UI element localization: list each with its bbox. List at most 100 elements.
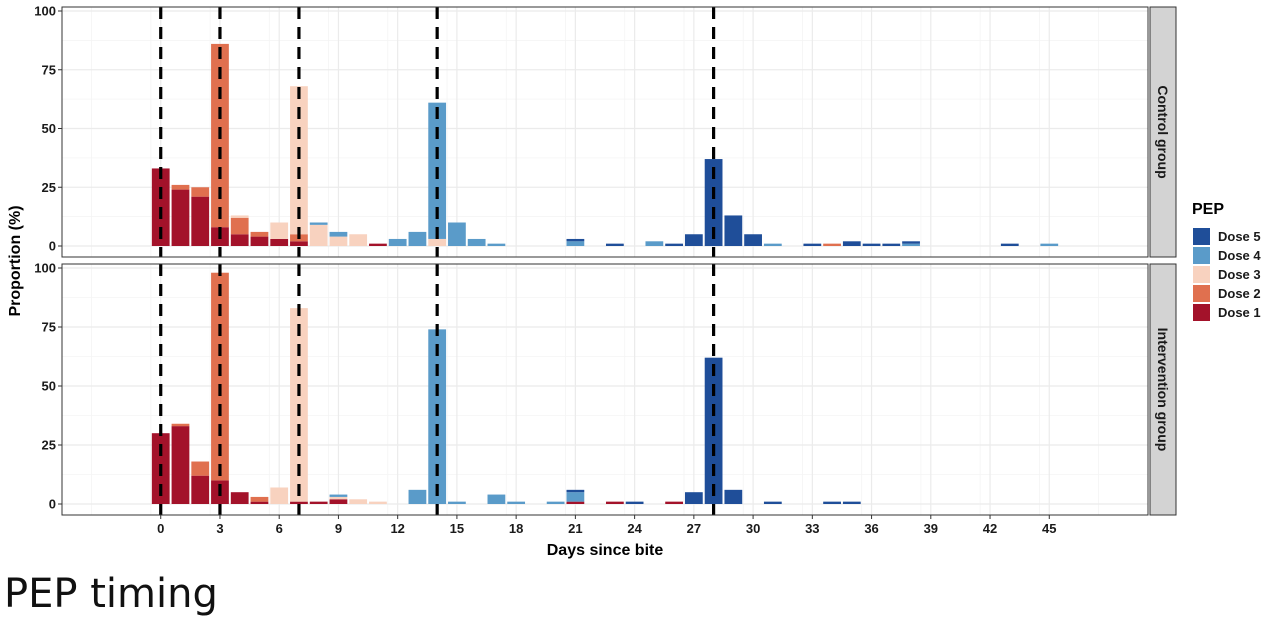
bar-segment bbox=[309, 222, 328, 225]
bar-segment bbox=[171, 423, 190, 427]
bar-segment bbox=[329, 231, 348, 237]
x-tick-label: 0 bbox=[157, 521, 164, 536]
legend-title: PEP bbox=[1192, 201, 1224, 218]
x-tick-label: 9 bbox=[335, 521, 342, 536]
x-tick-label: 42 bbox=[983, 521, 997, 536]
bar-segment bbox=[250, 236, 269, 246]
bar-segment bbox=[763, 243, 782, 246]
legend-swatch bbox=[1193, 228, 1210, 245]
y-tick-label: 100 bbox=[34, 4, 56, 19]
legend-label: Dose 2 bbox=[1218, 286, 1261, 301]
x-tick-label: 39 bbox=[924, 521, 938, 536]
x-tick-label: 30 bbox=[746, 521, 760, 536]
bar-segment bbox=[408, 489, 427, 504]
bar-segment bbox=[290, 86, 308, 235]
y-tick-label: 0 bbox=[49, 497, 56, 512]
bar-segment bbox=[902, 241, 920, 244]
bar-segment bbox=[270, 222, 289, 239]
bar-segment bbox=[448, 501, 466, 504]
x-tick-label: 3 bbox=[216, 521, 223, 536]
bar-segment bbox=[329, 496, 348, 500]
x-axis-title: Days since bite bbox=[547, 542, 664, 559]
y-tick-label: 75 bbox=[42, 62, 56, 77]
panel-background bbox=[62, 7, 1148, 257]
bar-segment bbox=[250, 231, 269, 237]
bar-segment bbox=[566, 492, 585, 502]
y-tick-label: 100 bbox=[34, 261, 56, 276]
bar-segment bbox=[645, 241, 664, 246]
panel-border bbox=[61, 263, 1149, 516]
x-tick-label: 45 bbox=[1042, 521, 1056, 536]
facet-strip bbox=[1149, 263, 1177, 516]
bar-segment bbox=[665, 501, 683, 504]
legend-label: Dose 3 bbox=[1218, 267, 1261, 282]
bar-segment bbox=[546, 501, 565, 504]
x-tick-label: 12 bbox=[390, 521, 404, 536]
facet-strip bbox=[1149, 6, 1177, 258]
bar-segment bbox=[744, 234, 762, 246]
legend-label: Dose 4 bbox=[1218, 248, 1261, 263]
facet-strip-label: Intervention group bbox=[1155, 328, 1171, 452]
bar-segment bbox=[230, 234, 249, 246]
y-tick-label: 25 bbox=[42, 180, 56, 195]
bar-segment bbox=[507, 501, 526, 504]
bar-segment bbox=[309, 501, 328, 504]
bar-segment bbox=[823, 501, 841, 504]
bar-segment bbox=[902, 243, 920, 246]
bar-segment bbox=[704, 159, 723, 246]
legend-swatch bbox=[1193, 247, 1210, 264]
panel-0: Control group 0 25 50 75 100 bbox=[34, 4, 1177, 258]
legend-label: Dose 5 bbox=[1218, 229, 1261, 244]
bar-segment bbox=[487, 243, 506, 246]
bar-segment bbox=[349, 234, 368, 246]
bar-segment bbox=[230, 217, 249, 235]
legend-swatch bbox=[1193, 285, 1210, 302]
legend-swatch bbox=[1193, 304, 1210, 321]
bar-segment bbox=[1000, 243, 1019, 246]
bar-segment bbox=[605, 243, 624, 246]
facet-strip-label: Control group bbox=[1155, 85, 1171, 178]
legend-label: Dose 1 bbox=[1218, 305, 1261, 320]
x-tick-label: 24 bbox=[627, 521, 642, 536]
x-tick-label: 33 bbox=[805, 521, 819, 536]
bar-segment bbox=[171, 184, 190, 190]
bar-segment bbox=[684, 234, 703, 246]
bar-segment bbox=[230, 215, 249, 218]
bar-segment bbox=[487, 494, 506, 504]
bar-segment bbox=[329, 499, 348, 504]
figure-caption: PEP timing bbox=[4, 571, 218, 617]
bar-segment bbox=[290, 241, 308, 246]
bar-segment bbox=[862, 243, 881, 246]
y-tick-label: 25 bbox=[42, 438, 56, 453]
bar-segment bbox=[605, 501, 624, 504]
bar-segment bbox=[191, 187, 210, 197]
y-tick-label: 50 bbox=[42, 121, 56, 136]
bar-segment bbox=[191, 475, 210, 504]
bar-segment bbox=[842, 241, 861, 246]
x-tick-label: 18 bbox=[509, 521, 523, 536]
bar-segment bbox=[230, 492, 249, 504]
panel-background bbox=[62, 264, 1148, 515]
bar-segment bbox=[1040, 243, 1059, 246]
bar-segment bbox=[665, 243, 683, 246]
bar-segment bbox=[625, 501, 644, 504]
x-tick-label: 15 bbox=[450, 521, 464, 536]
bar-segment bbox=[270, 238, 289, 246]
chart-panels: Control group 0 25 50 75 100 Intervention grou… bbox=[34, 4, 1177, 536]
bar-segment bbox=[211, 272, 229, 481]
bar-segment bbox=[369, 243, 387, 246]
bar-segment bbox=[171, 426, 190, 504]
bar-segment bbox=[724, 489, 743, 504]
bar-segment bbox=[408, 231, 427, 246]
bar-segment bbox=[467, 238, 486, 246]
bar-segment bbox=[823, 243, 841, 246]
x-axis: 0 3 6 9 12 15 18 21 24 27 30 33 36 39 42 45 bbox=[157, 515, 1057, 536]
panel-1: Intervention group 0 25 50 75 100 bbox=[34, 261, 1177, 516]
y-tick-label: 75 bbox=[42, 320, 56, 335]
bar-segment bbox=[329, 236, 348, 246]
legend-items: Dose 5 Dose 4 Dose 3 Dose 2 Dose 1 bbox=[1193, 228, 1261, 321]
x-tick-label: 36 bbox=[864, 521, 878, 536]
bar-segment bbox=[566, 241, 585, 246]
bar-segment bbox=[842, 501, 861, 504]
bar-segment bbox=[309, 224, 328, 246]
